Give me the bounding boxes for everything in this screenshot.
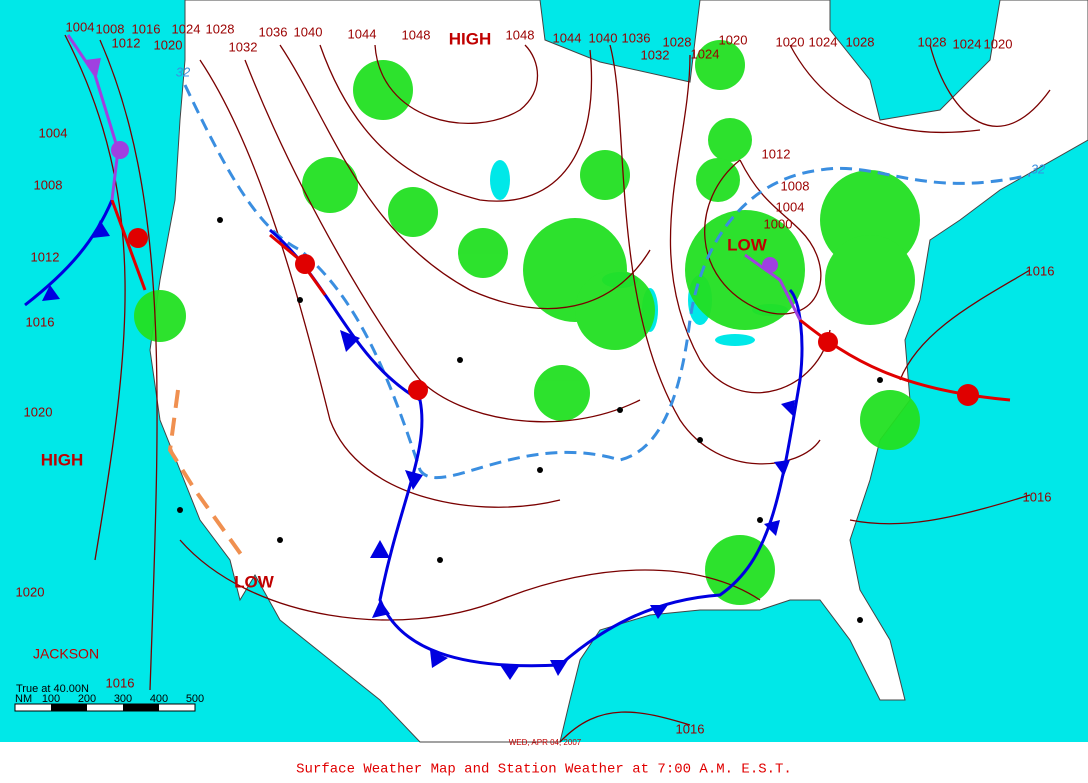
isobar-label: 1020: [984, 36, 1013, 51]
pressure-center: LOW: [234, 572, 275, 591]
isobar-label: 1008: [34, 177, 63, 192]
pressure-center: LOW: [727, 235, 768, 254]
isobar-label: 1016: [26, 314, 55, 329]
front-symbols: [42, 220, 795, 680]
scale-tick: 500: [186, 693, 204, 705]
stations: [177, 217, 883, 623]
isobar-label: 1004: [39, 125, 68, 140]
map-date: WED, APR 04, 2007: [509, 738, 582, 747]
isobar-label: 1028: [846, 34, 875, 49]
caption: Surface Weather Map and Station Weather …: [296, 762, 792, 778]
isobars: [64, 34, 1051, 743]
isobar-label: 1048: [506, 27, 535, 42]
isobar-label: 1016: [1026, 263, 1055, 278]
isobar-label: 1024: [172, 21, 201, 36]
isobar-label: 1008: [781, 178, 810, 193]
isobar-label: 1000: [764, 216, 793, 231]
isobar-label: 1004: [66, 19, 95, 34]
front-symbols: [85, 58, 778, 273]
isobar-label: 1024: [809, 34, 838, 49]
isobar-label: 1044: [348, 26, 377, 41]
isobar-label: 1032: [229, 39, 258, 54]
isobar-label: 1008: [96, 21, 125, 36]
isobar-label: 1036: [259, 24, 288, 39]
isobar-label: 1028: [663, 34, 692, 49]
isobar-label: 1012: [31, 249, 60, 264]
pressure-center: HIGH: [41, 450, 84, 469]
isobar-label: 1024: [691, 46, 720, 61]
front-symbols: [128, 228, 979, 406]
precipitation: [134, 40, 920, 605]
scale-tick: 300: [114, 693, 132, 705]
scale-tick: 100: [42, 693, 60, 705]
cold-front: [24, 199, 114, 307]
isotherm-label: 32: [176, 64, 191, 79]
occluded-front: [744, 253, 802, 321]
isobar-label: 1020: [154, 37, 183, 52]
occluded-front: [66, 34, 120, 201]
pressure-center: HIGH: [449, 29, 492, 48]
isobar-label: 1012: [762, 146, 791, 161]
isobar-label: 1040: [589, 30, 618, 45]
isobar-label: 1024: [953, 36, 982, 51]
isotherm-label: 32: [1031, 161, 1046, 176]
isobar-label: 1016: [676, 721, 705, 736]
isobar-label: 1016: [132, 21, 161, 36]
scale-title: True at 40.00N: [16, 683, 89, 695]
scale-bar: [14, 703, 196, 712]
isobar-label: 1020: [16, 584, 45, 599]
trough: [167, 389, 247, 562]
scale-tick: 400: [150, 693, 168, 705]
isobar-label: 1012: [112, 35, 141, 50]
isobar-label: 1020: [24, 404, 53, 419]
scale-unit: NM: [15, 693, 32, 705]
isobar-label: 1028: [918, 34, 947, 49]
isobar-label: 1040: [294, 24, 323, 39]
scale-tick: 200: [78, 693, 96, 705]
isobar-label: 1048: [402, 27, 431, 42]
isobar-label: 1032: [641, 47, 670, 62]
isobar-label: 1036: [622, 30, 651, 45]
isobar-label: 1044: [553, 30, 582, 45]
warm-front: [110, 199, 147, 291]
isobar-label: 1020: [776, 34, 805, 49]
isobar-label: 1020: [719, 32, 748, 47]
isobar-label: 1016: [106, 675, 135, 690]
isobar-label: 1004: [776, 199, 805, 214]
isobar-label: 1016: [1023, 489, 1052, 504]
city-label: JACKSON: [33, 646, 99, 662]
isobar-label: 1028: [206, 21, 235, 36]
